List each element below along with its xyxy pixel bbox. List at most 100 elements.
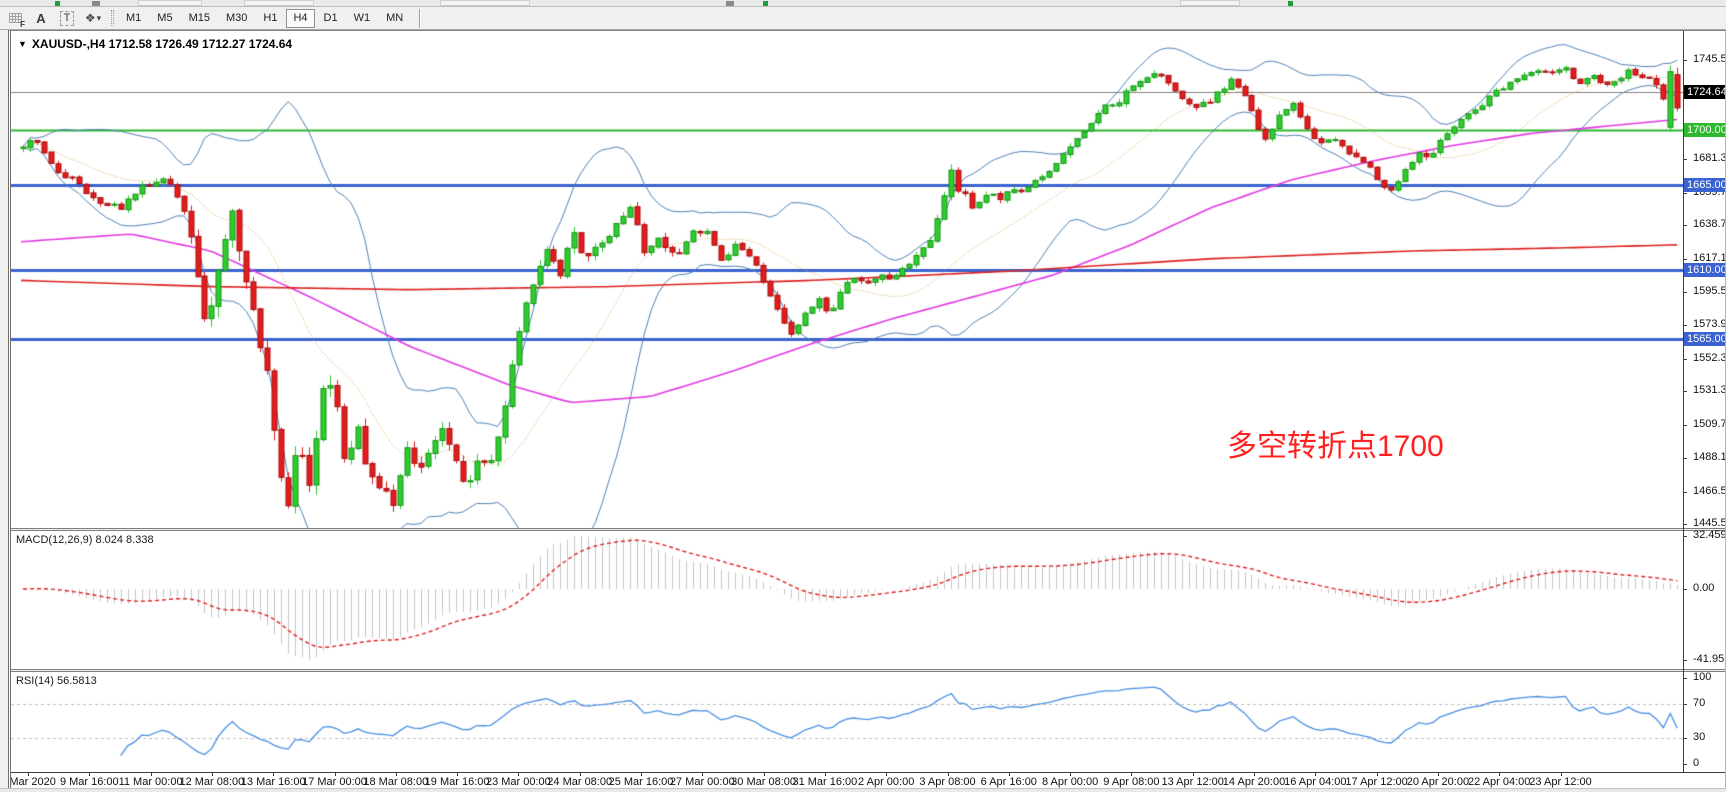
time-axis-tick [518,772,519,776]
time-axis-tick [28,772,29,776]
macd-axis-label: 0.00 [1693,582,1715,594]
dotted-grid-f-icon[interactable]: F [4,9,26,29]
macd-axis-label: -41.95 [1693,653,1725,665]
price-axis-label: 1595.50 [1693,285,1725,297]
chart-toolbar: F A T ❖ ▾ M1 M5 M15 M30 H1 H4 D1 W1 MN [0,7,1726,30]
price-axis-tick [1683,60,1687,61]
price-axis-label: 1445.50 [1693,517,1725,529]
time-axis-tick [1254,772,1255,776]
pane-separator[interactable] [11,669,1725,672]
timeframe-button-m5[interactable]: M5 [157,11,173,24]
time-axis-tick [1193,772,1194,776]
time-axis-tick [273,772,274,776]
chart-text-annotation: 多空转折点1700 [1227,430,1444,463]
text-label-icon[interactable]: T [56,9,78,28]
pane-separator[interactable] [11,528,1725,531]
time-axis-label: 6 Apr 16:00 [980,776,1037,788]
price-axis-label: 1681.30 [1693,152,1725,165]
rsi-label: RSI(14) 56.5813 [16,675,97,687]
rsi-axis-tick [1683,764,1687,765]
time-axis-tick [89,772,90,776]
time-axis-label: 12 Mar 08:00 [179,776,245,788]
time-axis-label: 2 Apr 00:00 [858,776,915,788]
timeframe-button-h4[interactable]: H4 [286,8,315,28]
time-axis-label: 3 Apr 08:00 [919,776,976,788]
time-axis-tick [212,772,213,776]
macd-axis-label: 32.459 [1693,529,1726,541]
time-axis-tick [886,772,887,776]
timeframe-button-w1[interactable]: W1 [353,11,371,24]
price-axis-label: 1552.30 [1693,351,1725,364]
level-price-tag: 1610.00 [1684,262,1725,277]
timeframe-button-m15[interactable]: M15 [188,11,210,24]
time-axis-label: 23 Mar 00:00 [485,776,551,788]
timeframe-button-m30[interactable]: M30 [225,11,248,24]
price-axis-tick [1683,359,1687,360]
price-axis-tick [1683,524,1687,525]
price-axis-tick [1683,391,1687,392]
time-axis-tick [825,772,826,776]
chart-title-text: XAUUSD-,H4 1712.58 1726.49 1712.27 1724.… [31,37,293,51]
time-axis-tick [580,772,581,776]
price-axis-tick [1683,259,1687,260]
time-axis-tick [457,772,458,776]
level-price-tag: 1565.00 [1684,332,1725,347]
time-axis-label: 19 Mar 16:00 [424,776,490,788]
time-axis-label: 17 Mar 00:00 [302,776,367,788]
macd-axis-tick [1683,536,1687,537]
rsi-axis-tick [1683,704,1687,705]
price-axis-tick [1683,193,1687,194]
time-axis-label: 24 Mar 08:00 [547,776,613,788]
timeframe-button-m1[interactable]: M1 [126,11,142,24]
arrow-style-icon[interactable]: ❖ ▾ [82,9,104,28]
price-axis-label: 1509.70 [1693,417,1725,430]
time-axis-tick [1438,772,1439,776]
time-axis-label: 9 Mar 16:00 [59,776,119,788]
cropped-widget [1288,1,1293,6]
time-axis-label: 22 Apr 04:00 [1467,776,1531,788]
rsi-axis-tick [1683,738,1687,739]
rsi-axis-label: 100 [1693,671,1712,683]
time-axis-label: 16 Apr 04:00 [1284,776,1347,788]
time-axis-tick [1315,772,1316,776]
time-axis-tick [948,772,949,776]
rsi-indicator-canvas[interactable] [11,672,1683,772]
time-axis-tick [151,772,152,776]
time-axis-label: 18 Mar 08:00 [363,776,429,788]
time-axis-tick [764,772,765,776]
time-axis-label: 20 Apr 20:00 [1406,776,1470,788]
timeframe-button-d1[interactable]: D1 [323,11,338,24]
time-axis-label: 25 Mar 16:00 [608,776,674,788]
time-axis-tick [641,772,642,776]
timeframe-button-h1[interactable]: H1 [263,11,278,24]
time-axis-label: 23 Apr 12:00 [1529,776,1592,788]
time-axis-tick [1377,772,1378,776]
time-axis-tick [1009,772,1010,776]
price-axis-line [1683,31,1684,772]
chart-collapse-icon[interactable]: ▼ [18,39,27,49]
price-axis-label: 1638.70 [1693,218,1725,231]
rsi-axis-tick [1683,678,1687,679]
time-axis-label: 11 Mar 00:00 [118,776,183,788]
cropped-widget [1180,0,1240,6]
price-axis-tick [1683,425,1687,426]
time-axis-line [11,772,1725,773]
price-axis-label: 1573.90 [1693,318,1725,331]
price-chart-canvas[interactable] [11,31,1683,528]
toolbar-drag-handle[interactable] [111,10,114,26]
price-axis-label: 1488.10 [1693,451,1725,464]
time-axis-tick [1070,772,1071,776]
font-a-icon[interactable]: A [36,10,46,26]
price-axis-label: 1745.50 [1693,53,1725,65]
macd-indicator-canvas[interactable] [11,531,1683,669]
price-axis-tick [1683,492,1687,493]
time-axis-label: 31 Mar 16:00 [792,776,858,788]
current-price-tag: 1724.64 [1684,85,1725,100]
cropped-widget [726,1,734,6]
timeframe-button-mn[interactable]: MN [386,11,404,24]
time-axis-label: 30 Mar 08:00 [731,776,797,788]
price-axis-tick [1683,458,1687,459]
grid-f-letter: F [20,19,25,29]
price-axis-label: 1531.30 [1693,384,1725,397]
